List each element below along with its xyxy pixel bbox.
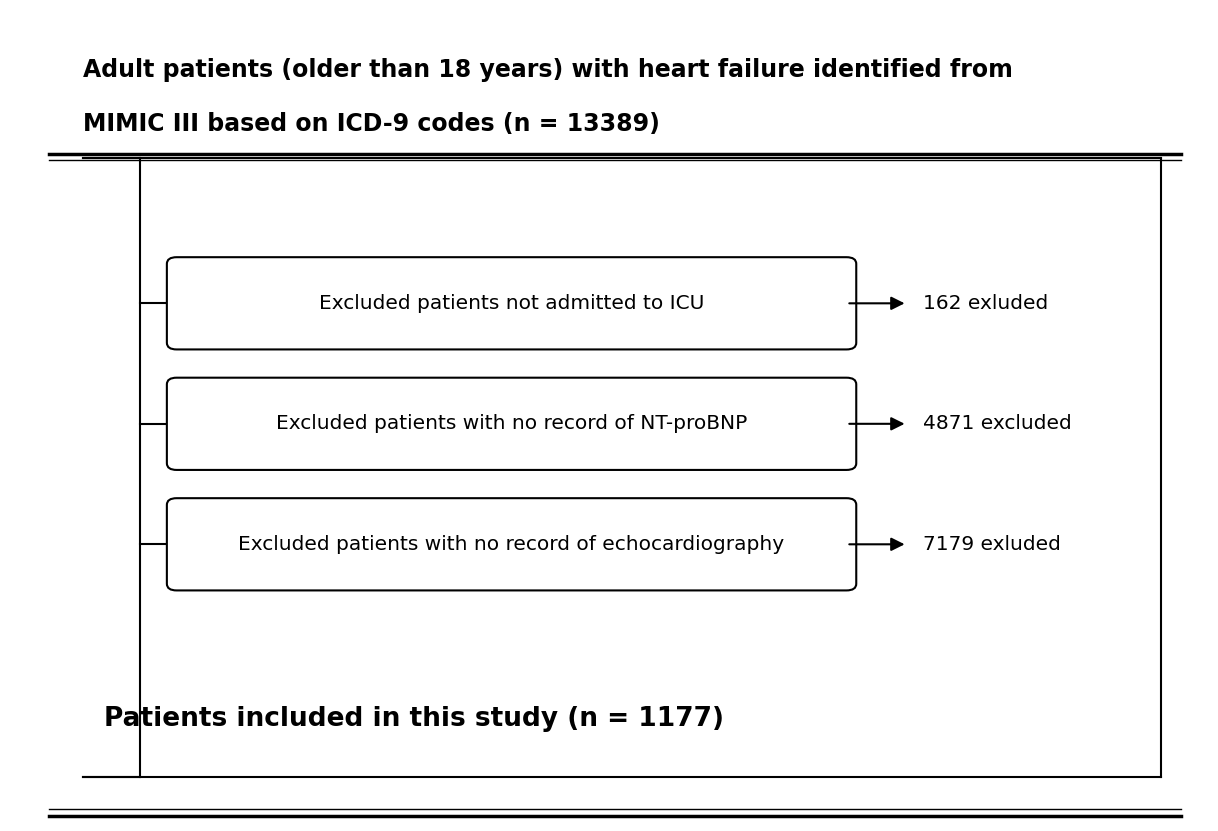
Text: Excluded patients not admitted to ICU: Excluded patients not admitted to ICU [319,294,704,312]
Text: 162 exluded: 162 exluded [923,294,1049,312]
Text: MIMIC III based on ICD-9 codes (n = 13389): MIMIC III based on ICD-9 codes (n = 1338… [83,112,660,136]
FancyBboxPatch shape [167,377,856,470]
FancyBboxPatch shape [167,498,856,590]
Text: Excluded patients with no record of NT-proBNP: Excluded patients with no record of NT-p… [275,415,748,433]
Text: 4871 excluded: 4871 excluded [923,415,1072,433]
Text: 7179 exluded: 7179 exluded [923,535,1061,553]
Text: Excluded patients with no record of echocardiography: Excluded patients with no record of echo… [239,535,784,553]
FancyBboxPatch shape [167,257,856,349]
Text: Patients included in this study (n = 1177): Patients included in this study (n = 117… [104,706,723,732]
Text: Adult patients (older than 18 years) with heart failure identified from: Adult patients (older than 18 years) wit… [83,58,1012,82]
